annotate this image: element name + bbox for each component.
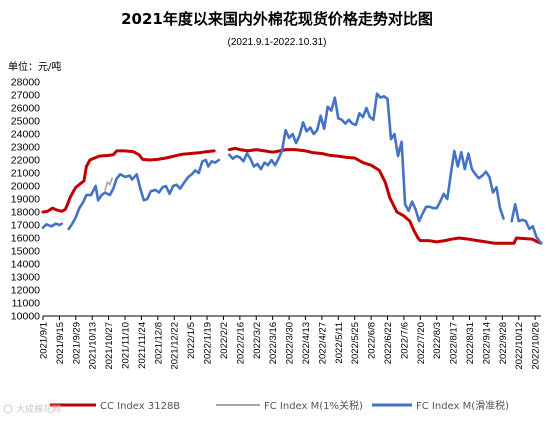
watermark-logo-icon bbox=[3, 404, 13, 414]
x-tick-label: 2022/10/26 bbox=[531, 322, 542, 370]
chart-subtitle: (2021.9.1-2022.10.31) bbox=[228, 37, 327, 48]
y-tick-label: 28000 bbox=[11, 77, 40, 89]
y-tick-label: 18000 bbox=[11, 207, 40, 219]
y-tick-label: 17000 bbox=[11, 220, 40, 232]
y-tick-label: 11000 bbox=[12, 298, 41, 310]
x-tick-label: 2021/11/24 bbox=[137, 322, 148, 369]
x-tick-label: 2022/2/16 bbox=[235, 322, 246, 364]
y-tick-label: 21000 bbox=[11, 168, 40, 180]
x-tick-label: 2021/9/1 bbox=[39, 322, 50, 359]
x-tick-label: 2021/9/15 bbox=[55, 322, 66, 364]
x-tick-label: 2022/8/31 bbox=[465, 322, 476, 364]
x-tick-label: 2022/9/14 bbox=[481, 322, 492, 364]
x-tick-label: 2021/10/27 bbox=[104, 322, 115, 370]
y-tick-label: 24000 bbox=[11, 129, 40, 141]
x-tick-label: 2022/1/19 bbox=[203, 322, 214, 364]
y-tick-label: 14000 bbox=[11, 259, 40, 271]
legend-label-fc-index-sliding: FC Index M(滑准税) bbox=[416, 399, 509, 412]
series-layer bbox=[41, 92, 543, 245]
x-tick-label: 2022/3/16 bbox=[268, 322, 279, 364]
x-tick-label: 2021/12/8 bbox=[153, 322, 164, 364]
y-tick-label: 12000 bbox=[11, 285, 40, 297]
y-tick-label: 10000 bbox=[11, 311, 40, 323]
series-line-1 bbox=[104, 177, 113, 191]
y-tick-label: 15000 bbox=[11, 246, 40, 258]
y-tick-label: 22000 bbox=[11, 155, 40, 167]
x-tick-label: 2022/7/20 bbox=[416, 322, 427, 364]
x-tick-label: 2022/4/13 bbox=[301, 322, 312, 364]
x-tick-label: 2022/5/11 bbox=[334, 322, 345, 364]
series-line-2 bbox=[41, 92, 543, 245]
x-tick-label: 2022/3/30 bbox=[285, 322, 296, 364]
x-axis-ticks: 2021/9/1 2021/9/15 2021/9/29 2021/10/13 2021… bbox=[39, 316, 542, 370]
x-tick-label: 2022/7/6 bbox=[399, 322, 410, 359]
x-tick-label: 2021/11/10 bbox=[121, 322, 132, 369]
legend-label-fc-index-tariff: FC Index M(1%关税) bbox=[264, 399, 363, 412]
watermark: 大成棉花网 bbox=[3, 403, 61, 415]
y-tick-label: 16000 bbox=[11, 233, 40, 245]
y-tick-label: 13000 bbox=[11, 272, 40, 284]
y-tick-label: 26000 bbox=[11, 103, 40, 115]
y-tick-label: 23000 bbox=[11, 142, 40, 154]
x-tick-label: 2022/2/2 bbox=[219, 322, 230, 359]
x-tick-label: 2021/9/29 bbox=[71, 322, 82, 364]
x-tick-label: 2022/4/27 bbox=[317, 322, 328, 364]
x-tick-label: 2022/1/5 bbox=[186, 322, 197, 359]
y-tick-label: 20000 bbox=[11, 181, 40, 193]
legend: CC Index 3128B FC Index M(1%关税) FC Index… bbox=[50, 399, 509, 412]
x-tick-label: 2021/12/22 bbox=[170, 322, 181, 370]
x-tick-label: 2022/9/28 bbox=[498, 322, 509, 364]
chart-title: 2021年度以来国内外棉花现货价格走势对比图 bbox=[121, 10, 433, 28]
x-tick-label: 2022/6/22 bbox=[383, 322, 394, 364]
y-tick-label: 27000 bbox=[11, 90, 40, 102]
legend-label-cc-index: CC Index 3128B bbox=[100, 401, 180, 412]
watermark-text: 大成棉花网 bbox=[16, 403, 61, 415]
x-tick-label: 2022/8/17 bbox=[449, 322, 460, 364]
x-tick-label: 2022/6/8 bbox=[367, 322, 378, 359]
x-tick-label: 2022/5/25 bbox=[350, 322, 361, 364]
y-axis-unit-label: 单位：元/吨 bbox=[8, 60, 61, 73]
x-tick-label: 2022/10/12 bbox=[514, 322, 525, 370]
y-axis-ticks: 1000011000120001300014000150001600017000… bbox=[11, 77, 40, 323]
x-tick-label: 2022/8/3 bbox=[432, 322, 443, 359]
x-tick-label: 2021/10/13 bbox=[88, 322, 99, 370]
x-tick-label: 2022/3/2 bbox=[252, 322, 263, 359]
y-tick-label: 19000 bbox=[11, 194, 40, 206]
y-tick-label: 25000 bbox=[11, 116, 40, 128]
